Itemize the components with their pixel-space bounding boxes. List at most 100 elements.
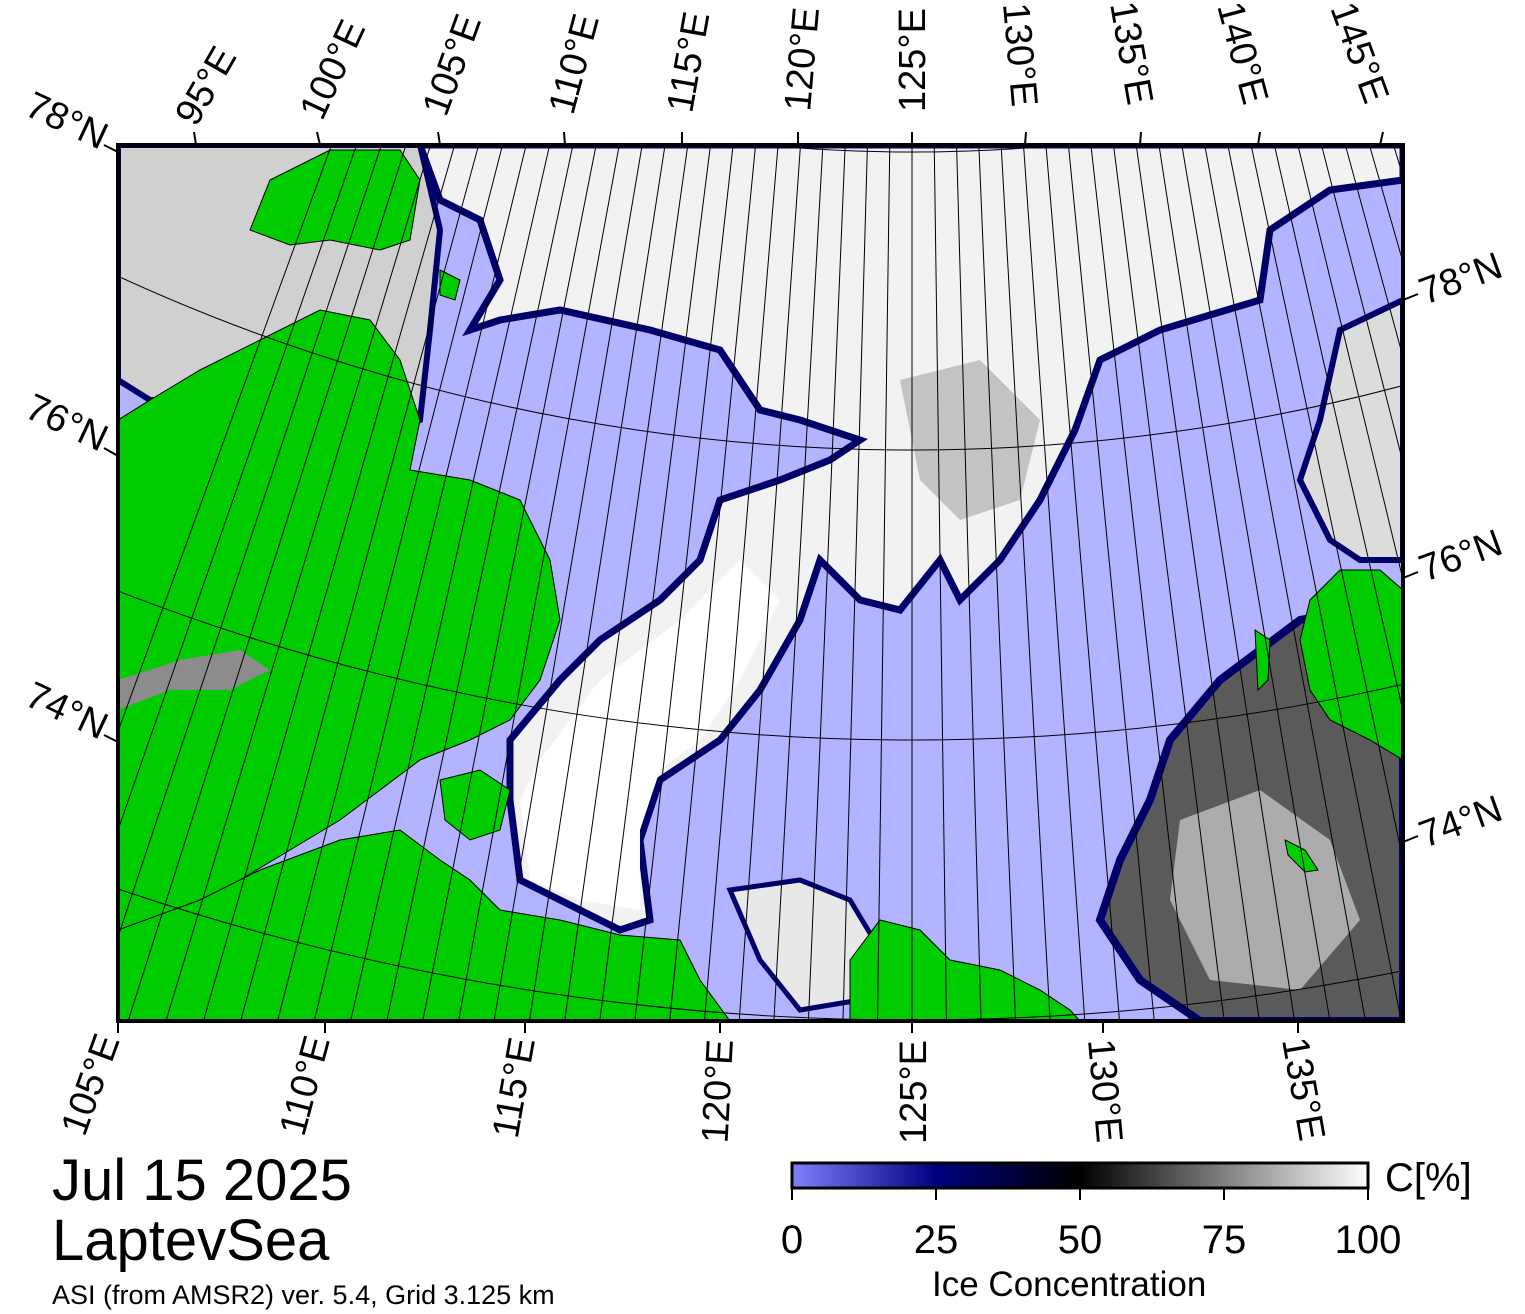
meridian-line [493,145,643,1021]
meridian-line [703,145,779,1021]
top-lon-label: 125°E [892,8,934,112]
meridian-line [118,145,358,832]
meridian-line [773,145,824,1021]
colorbar-tick-label: 0 [780,1218,804,1262]
left-latitude-labels: 78°N 76°N 74°N [19,84,114,748]
land-south-mainland [118,829,731,1021]
top-lon-label: 145°E [1322,0,1397,109]
frame-ticks [103,131,1419,1033]
meridian-line [1112,145,1225,1021]
meridian-line [599,145,712,1021]
meridian-line [1320,145,1403,465]
top-lon-label: 135°E [1101,0,1160,108]
top-lon-label: 110°E [541,10,608,119]
colorbar-tick-label: 75 [1201,1218,1247,1262]
land-new-siberian-islands [1299,569,1403,761]
bottom-lon-label: 115°E [485,1034,544,1141]
meridian-line [1392,145,1403,179]
top-lon-label: 115°E [660,9,719,116]
meridian-line [933,145,947,1021]
bottom-lon-label: 135°E [1273,1034,1332,1144]
bottom-lon-label: 105°E [53,1029,128,1141]
right-lat-label: 78°N [1414,245,1508,314]
meridian-line [528,145,666,1021]
meridian-line [1045,145,1121,1021]
top-lon-label: 120°E [777,6,828,113]
meridian-line [350,145,551,1021]
meridian-line [877,145,891,1021]
meridian-line [1135,145,1260,1021]
sea-ice-fast [520,560,780,910]
meridian-line [978,145,1017,1021]
top-lon-label: 100°E [292,14,374,126]
meridian-line [1158,145,1296,1021]
meridian-line [1344,145,1403,360]
meridian-line [1023,145,1086,1021]
meridian-line [1503,0,1525,940]
meridian-line [277,145,504,1021]
map-date: Jul 15 2025 [52,1148,352,1213]
meridian-line [1204,145,1366,1021]
colorbar-unit: C[%] [1385,1156,1472,1200]
meridian-line [386,145,574,1021]
meridian-line [458,145,620,1021]
meridian-line [118,145,382,939]
meridian-line [669,145,757,1021]
meridian-line [313,145,527,1021]
top-lon-label: 105°E [415,9,490,121]
top-lon-label: 130°E [994,1,1045,108]
colorbar-ticks [791,1188,1369,1200]
left-lat-label: 74°N [19,674,114,748]
colorbar-tick-label: 100 [1334,1218,1402,1262]
meridian-line [1090,145,1190,1021]
colorbar-tick-label: 25 [913,1218,959,1262]
bottom-lon-label: 130°E [1079,1037,1130,1144]
colorbar [790,1161,1370,1190]
bottom-lon-label: 120°E [695,1038,742,1144]
top-longitude-labels: 95°E 100°E 105°E 110°E 115°E 120°E 125°E… [167,0,1396,133]
bottom-lon-label: 110°E [272,1031,339,1140]
meridian-line [956,145,982,1021]
meridian-line [127,145,407,1021]
map-frame [116,143,1405,1023]
bottom-longitude-labels: 105°E 110°E 115°E 120°E 125°E 130°E 135°… [53,1029,1332,1145]
meridian-line [202,145,456,1021]
meridian-line [1227,145,1402,1021]
sea-ice-southeast-light [1170,790,1360,990]
meridian-line [1067,145,1155,1021]
meridian-line [1250,145,1403,863]
land-severnaya-zemlya [249,149,421,251]
meridian-line [422,145,597,1021]
land-south-peninsula [439,769,511,841]
sea-ice-dark-patch [900,360,1040,520]
meridian-line [1368,145,1403,264]
right-lat-label: 74°N [1414,788,1508,857]
colorbar-tick-label: 50 [1057,1218,1103,1262]
meridian-line [842,145,868,1021]
meridian-line [1000,145,1051,1021]
meridian-line [738,145,801,1021]
land-south-lena [849,919,1081,1021]
meridian-line [165,145,432,1021]
right-latitude-labels: 78°N 76°N 74°N [1414,245,1508,857]
colorbar-title: Ice Concentration [932,1265,1207,1304]
meridian-line [118,145,333,733]
land-east-islet-2 [1284,839,1319,873]
top-lon-label: 140°E [1208,0,1275,109]
land-ice-streak [118,650,270,710]
meridian-line [807,145,846,1021]
left-lat-label: 76°N [19,386,114,460]
meridian-line [1386,0,1525,1017]
map-region: LaptevSea [52,1208,330,1273]
meridian-line [240,145,480,1021]
left-lat-label: 78°N [19,84,114,158]
data-source: ASI (from AMSR2) ver. 5.4, Grid 3.125 km [52,1280,555,1310]
meridian-line [634,145,734,1021]
meridian-line [1181,145,1331,1021]
meridian-line [564,145,689,1021]
graticule [118,0,1525,1021]
meridian-line [1405,0,1525,1005]
top-lon-label: 95°E [167,40,245,133]
meridian-line [1273,145,1403,714]
